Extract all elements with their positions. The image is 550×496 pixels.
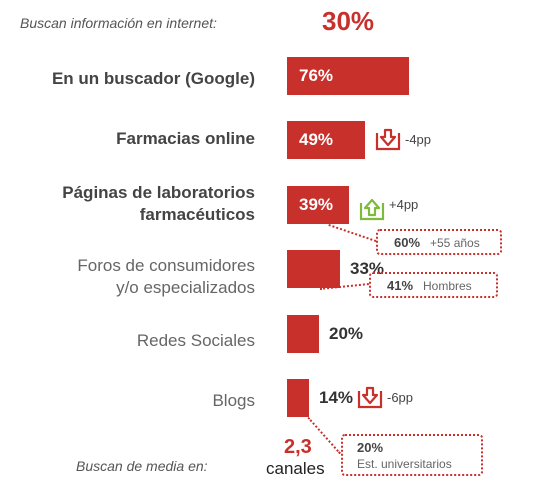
bar-value-label: 20% (329, 324, 364, 343)
change-label: -4pp (405, 132, 432, 147)
bar-value-label: 49% (299, 130, 334, 149)
category-label: Blogs (212, 391, 255, 410)
bar: 76% (287, 57, 409, 95)
bar (287, 379, 309, 417)
category-label: y/o especializados (116, 278, 255, 297)
change-label: -6pp (387, 390, 414, 405)
category-label: Redes Sociales (136, 331, 255, 350)
bar (287, 250, 340, 288)
bar-value-label: 39% (299, 195, 334, 214)
callout-box: 20% Est. universitarios (341, 434, 483, 476)
arrow-up-icon (359, 195, 385, 221)
category-label: Foros de consumidores (77, 256, 255, 275)
header-label: Buscan información en internet: (20, 15, 217, 31)
callout-connector (328, 224, 376, 242)
callout-value: 20% (357, 440, 384, 455)
category-label: Páginas de laboratorios (62, 183, 255, 202)
category-label: En un buscador (Google) (51, 69, 255, 88)
callout-connector (307, 417, 341, 455)
callout-text: Est. universitarios (357, 457, 452, 471)
footer-unit: canales (266, 459, 325, 478)
bar (287, 315, 319, 353)
callout-box: 60% +55 años (376, 229, 502, 255)
category-label: farmacéuticos (139, 205, 255, 224)
arrow-down-icon (357, 383, 383, 409)
change-label: +4pp (389, 197, 419, 212)
bar: 49% (287, 121, 365, 159)
bar-value-label: 14% (319, 388, 354, 407)
callout-box: 41% Hombres (369, 272, 498, 298)
footer-value: 2,3 (284, 436, 312, 458)
bar: 39% (287, 186, 349, 224)
category-label: Farmacias online (116, 129, 255, 148)
callout-value: 60% (394, 235, 421, 250)
callout-text: +55 años (430, 236, 480, 250)
footer-label: Buscan de media en: (76, 458, 208, 474)
arrow-down-icon (375, 125, 401, 151)
callout-text: Hombres (423, 279, 472, 293)
callout-value: 41% (387, 278, 414, 293)
bar-value-label: 76% (299, 66, 334, 85)
header-value: 30% (322, 6, 375, 36)
